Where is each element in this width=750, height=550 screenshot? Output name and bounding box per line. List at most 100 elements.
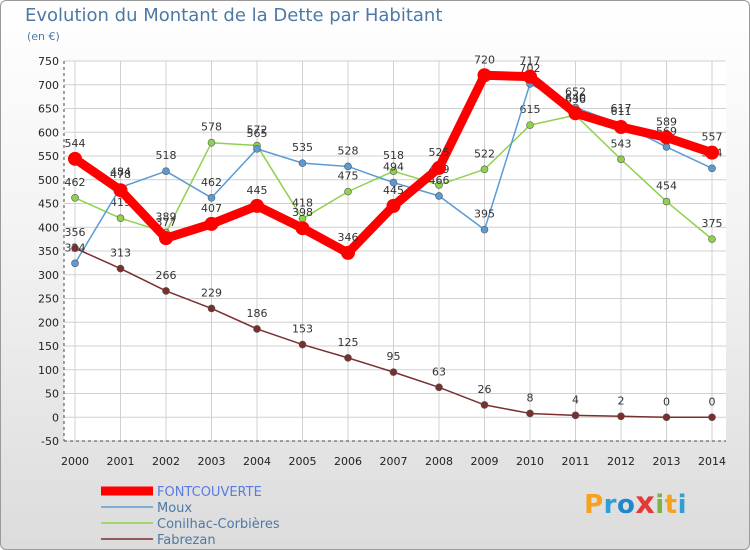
logo-letter: i — [677, 490, 687, 520]
logo-letter: t — [664, 490, 678, 520]
legend-label: Fabrezan — [157, 533, 216, 548]
x-tick-label: 2005 — [289, 455, 317, 468]
data-label: 640 — [565, 91, 586, 104]
y-tick-label: 400 — [38, 221, 59, 234]
data-label: 475 — [338, 170, 359, 183]
data-point — [480, 165, 489, 174]
data-point — [662, 143, 671, 151]
x-tick-label: 2011 — [562, 455, 590, 468]
data-point — [204, 216, 219, 231]
data-point — [708, 235, 716, 243]
data-label: 266 — [156, 269, 177, 282]
data-label: 313 — [110, 247, 131, 260]
data-label: 615 — [520, 103, 541, 116]
data-point — [207, 138, 216, 147]
x-tick-label: 2012 — [607, 455, 635, 468]
data-label: 565 — [247, 127, 268, 140]
y-tick-label: 100 — [38, 364, 59, 377]
y-tick-label: 600 — [38, 126, 59, 139]
data-label: 125 — [338, 336, 359, 349]
data-label: 589 — [656, 115, 677, 128]
data-point — [614, 120, 628, 135]
data-label: 445 — [383, 184, 404, 197]
data-label: 578 — [201, 121, 222, 134]
data-label: 518 — [383, 149, 404, 162]
y-tick-label: -50 — [41, 435, 59, 448]
data-label: 462 — [201, 176, 222, 189]
x-tick-label: 2013 — [653, 455, 681, 468]
y-tick-label: 200 — [38, 316, 59, 329]
data-label: 153 — [292, 323, 313, 336]
data-point — [344, 354, 352, 362]
data-point — [526, 409, 534, 418]
data-label: 528 — [338, 144, 359, 157]
data-label: 0 — [709, 395, 716, 408]
data-point — [71, 194, 79, 202]
data-label: 186 — [247, 307, 268, 320]
data-label: 375 — [702, 217, 723, 230]
x-tick-label: 2001 — [107, 455, 135, 468]
data-point — [207, 194, 216, 202]
data-point — [207, 304, 216, 313]
logo-letter: P — [584, 490, 604, 520]
data-point — [705, 145, 719, 160]
y-tick-label: 150 — [38, 340, 59, 353]
series-fontcouverte: 544 478 377 407 445 398 346 445 525 720 717 640 611 5… — [65, 53, 723, 260]
data-point — [162, 167, 170, 175]
y-tick-label: 700 — [38, 79, 59, 92]
data-point — [477, 68, 492, 83]
data-label: 572 — [247, 124, 268, 137]
data-point — [389, 368, 398, 376]
data-label: 636 — [565, 93, 586, 106]
logo-letter: r — [603, 490, 617, 520]
y-tick-label: 650 — [38, 103, 59, 116]
data-point — [389, 167, 398, 175]
data-label: 95 — [387, 350, 401, 363]
data-point — [617, 155, 625, 164]
data-label: 717 — [520, 55, 541, 68]
data-label: 494 — [383, 161, 404, 174]
data-point — [435, 181, 443, 189]
y-tick-label: 550 — [38, 150, 59, 163]
data-label: 478 — [110, 168, 131, 181]
data-label: 617 — [611, 102, 632, 115]
x-tick-label: 2007 — [380, 455, 408, 468]
data-point — [432, 160, 446, 175]
data-point — [344, 187, 352, 196]
data-point — [659, 130, 674, 145]
data-label: 611 — [611, 105, 632, 118]
data-label: 398 — [292, 206, 313, 219]
data-point — [298, 159, 307, 167]
data-point — [435, 383, 443, 392]
data-label: 525 — [429, 146, 450, 159]
chart-unit: (en €) — [27, 30, 60, 43]
x-tick-label: 2008 — [425, 455, 453, 468]
data-label: 389 — [156, 210, 177, 223]
data-point — [708, 413, 716, 422]
data-point — [662, 197, 671, 206]
data-point — [253, 145, 261, 153]
y-tick-label: 0 — [52, 411, 59, 424]
data-label: 454 — [656, 180, 677, 193]
data-point — [617, 412, 625, 421]
data-label: 544 — [65, 137, 86, 150]
x-tick-label: 2006 — [334, 455, 362, 468]
data-label: 518 — [156, 149, 177, 162]
data-point — [341, 245, 355, 260]
data-point — [298, 340, 307, 349]
data-point — [71, 259, 79, 268]
data-label: 652 — [565, 86, 586, 99]
data-point — [71, 244, 79, 252]
y-tick-label: 450 — [38, 198, 59, 211]
data-label: 702 — [520, 62, 541, 75]
data-point — [386, 198, 401, 213]
data-point — [435, 192, 443, 200]
legend-label: Moux — [157, 501, 192, 516]
data-label: 63 — [432, 365, 446, 378]
data-point — [295, 221, 310, 236]
data-label: 445 — [247, 184, 268, 197]
data-label: 0 — [663, 395, 670, 408]
data-label: 377 — [156, 216, 177, 229]
data-label: 4 — [572, 393, 579, 406]
